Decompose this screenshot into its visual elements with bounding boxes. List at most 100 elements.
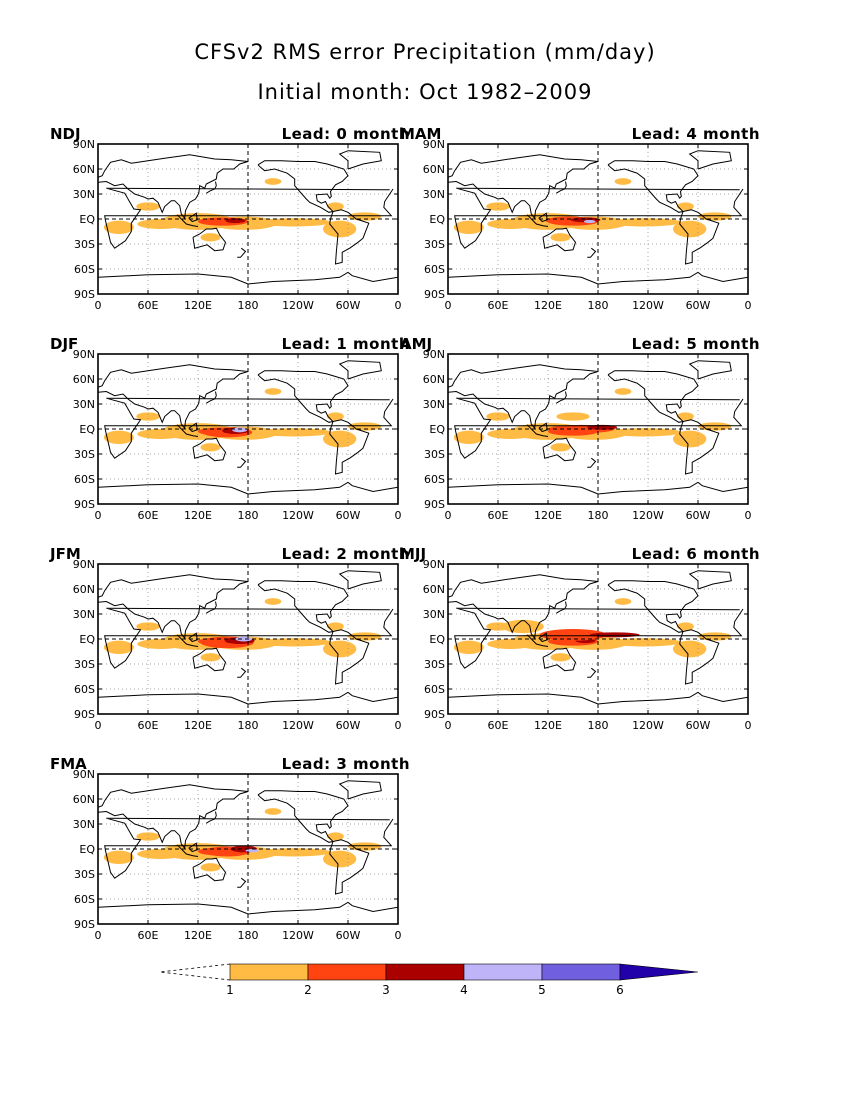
coastline	[192, 857, 227, 882]
lat-tick-label: 60N	[73, 373, 95, 386]
lon-tick-label: 0	[395, 929, 402, 942]
panel-lead-label: Lead: 6 month	[631, 545, 760, 563]
coastline	[188, 842, 198, 853]
lat-tick-label: 90N	[73, 558, 95, 571]
coastline	[329, 839, 370, 895]
lon-tick-label: 60E	[488, 719, 509, 732]
map-panel-mam: MAM Lead: 4 month 90N 60N 30N EQ 30S 60S 90S 0 60E…	[400, 125, 760, 325]
rmse-patch	[256, 638, 332, 647]
lat-tick-label: EQ	[79, 633, 95, 646]
coastline	[338, 570, 382, 590]
coastline	[206, 181, 217, 194]
lon-tick-label: 180	[588, 719, 609, 732]
coastline	[98, 901, 398, 915]
lat-tick-label: 30N	[423, 608, 445, 621]
coastline	[104, 397, 394, 459]
coastline	[257, 580, 349, 633]
panel-season-label: NDJ	[50, 125, 81, 143]
coastline	[538, 212, 548, 223]
colorbar: 1 2 3 4 5 6	[159, 963, 699, 997]
lat-tick-label: 30S	[74, 868, 95, 881]
lat-tick-label: 90N	[423, 348, 445, 361]
coastline	[206, 391, 217, 404]
coastline	[448, 691, 748, 705]
coastline	[176, 634, 199, 647]
coastline	[448, 574, 599, 640]
map-panel-mjj: MJJ Lead: 6 month 90N 60N 30N EQ 30S 60S 90S 0 60E…	[400, 545, 760, 745]
coastline	[556, 181, 567, 194]
rmse-patch	[677, 622, 694, 631]
lat-tick-label: 90S	[74, 918, 95, 931]
rmse-patch	[136, 832, 160, 841]
coastline	[104, 607, 394, 669]
map-panel-jfm: JFM Lead: 2 month 90N 60N 30N EQ 30S 60S 90S 0 60E…	[50, 545, 410, 745]
lat-tick-label: 90N	[73, 138, 95, 151]
coastline	[257, 370, 349, 423]
lon-tick-label: 0	[95, 929, 102, 942]
coastline	[176, 424, 199, 437]
coastline	[188, 422, 198, 433]
coastline	[607, 160, 699, 213]
lon-tick-label: 0	[395, 719, 402, 732]
lon-tick-label: 60W	[686, 719, 711, 732]
coastline	[454, 397, 744, 459]
coastline	[542, 647, 577, 672]
lat-tick-label: 30N	[423, 188, 445, 201]
colorbar-label: 5	[538, 983, 546, 997]
coastline	[104, 187, 394, 249]
lat-tick-label: 90S	[424, 708, 445, 721]
rmse-patch	[550, 443, 571, 452]
lat-tick-label: EQ	[429, 423, 445, 436]
rmse-patch	[103, 430, 134, 444]
rmse-patch	[556, 412, 590, 421]
lon-tick-label: 120W	[282, 929, 314, 942]
coastline	[329, 209, 370, 265]
lon-tick-label: 0	[745, 509, 752, 522]
rmse-patch	[539, 629, 607, 641]
coastline	[688, 360, 732, 380]
coastline	[104, 817, 394, 879]
lat-tick-label: EQ	[429, 633, 445, 646]
coastline	[448, 364, 599, 430]
rmse-patch	[264, 808, 282, 815]
lon-tick-label: 120W	[632, 509, 664, 522]
lon-tick-label: 0	[445, 299, 452, 312]
panel-lead-label: Lead: 5 month	[631, 335, 760, 353]
lon-tick-label: 60E	[138, 719, 159, 732]
lat-tick-label: 30S	[424, 448, 445, 461]
lon-tick-label: 120E	[184, 719, 212, 732]
rmse-patch	[200, 863, 221, 872]
rmse-patch	[264, 598, 282, 605]
lon-tick-label: 60E	[138, 299, 159, 312]
coastline	[98, 481, 398, 495]
coastline	[188, 212, 198, 223]
figure-title: CFSv2 RMS error Precipitation (mm/day)	[194, 40, 656, 64]
lat-tick-label: EQ	[79, 423, 95, 436]
coastline	[679, 629, 720, 685]
coastline	[192, 647, 227, 672]
figure-subtitle: Initial month: Oct 1982–2009	[257, 80, 593, 104]
rmse-patch	[486, 202, 510, 211]
lon-tick-label: 0	[445, 509, 452, 522]
coastline	[542, 227, 577, 252]
coastline	[587, 457, 597, 468]
lon-tick-label: 120E	[184, 929, 212, 942]
lat-tick-label: 60S	[74, 263, 95, 276]
rmse-patch	[323, 850, 357, 868]
coastline	[542, 437, 577, 462]
rmse-patch	[673, 430, 707, 448]
rmse-patch	[453, 430, 484, 444]
lat-tick-label: 30N	[73, 188, 95, 201]
coastline	[338, 360, 382, 380]
rmse-patch	[589, 632, 640, 638]
lon-tick-label: 60W	[336, 509, 361, 522]
lon-tick-label: 0	[395, 299, 402, 312]
rmse-patch	[327, 202, 344, 211]
rmse-patch	[323, 220, 357, 238]
lat-tick-label: 30N	[73, 818, 95, 831]
rmse-patch	[677, 412, 694, 421]
lat-tick-label: 60N	[423, 373, 445, 386]
lon-tick-label: 0	[745, 719, 752, 732]
